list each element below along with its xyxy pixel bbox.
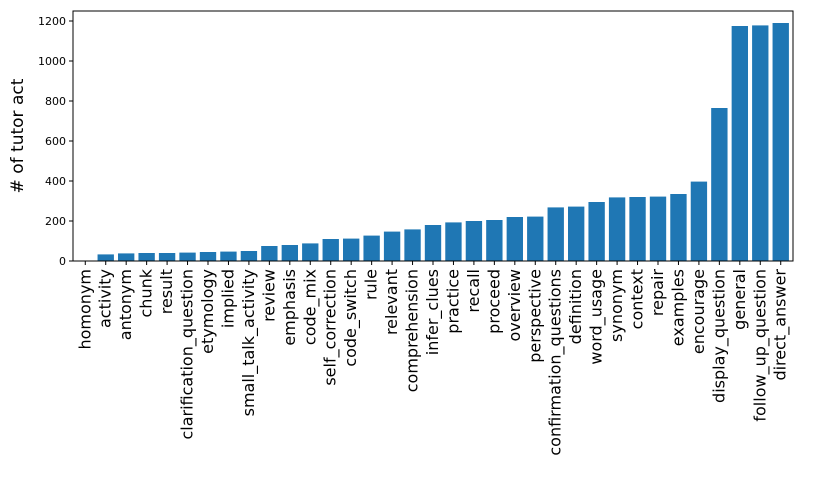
bar-context — [629, 197, 645, 261]
x-tick-label: context — [628, 269, 647, 329]
bar-self_correction — [323, 239, 339, 261]
y-tick-label: 1200 — [38, 15, 66, 28]
y-axis: 0 200 400 600 800 1000 1200 — [38, 15, 73, 268]
bar-follow_up_question — [752, 25, 768, 261]
x-tick-label: review — [259, 269, 278, 322]
x-tick-label: perspective — [525, 269, 544, 363]
bar-confirmation_questions — [548, 207, 564, 261]
x-tick-label: result — [157, 269, 176, 314]
bar-code_mix — [302, 243, 318, 261]
x-tick-label: code_mix — [300, 269, 320, 345]
y-axis-label: # of tutor act — [8, 78, 28, 193]
x-tick-label: general — [730, 269, 749, 330]
x-tick-label: rule — [362, 269, 381, 300]
y-tick-label: 1000 — [38, 55, 66, 68]
bar-repair — [650, 197, 666, 261]
bar-rule — [363, 236, 379, 261]
x-tick-label: relevant — [382, 269, 401, 335]
bar-overview — [507, 217, 523, 261]
bar-definition — [568, 207, 584, 261]
x-tick-label: examples — [668, 269, 687, 346]
x-tick-label: homonym — [75, 269, 94, 350]
x-tick-label: display_question — [709, 269, 729, 403]
bar-antonym — [118, 253, 134, 261]
x-tick-label: word_usage — [587, 269, 607, 365]
x-tick-label: self_correction — [321, 269, 341, 386]
bars — [77, 23, 789, 261]
x-tick-label: synonym — [607, 269, 626, 342]
bar-code_switch — [343, 239, 359, 261]
y-tick-label: 600 — [45, 135, 66, 148]
bar-comprehension — [404, 229, 420, 261]
bar-practice — [445, 222, 461, 261]
bar-word_usage — [588, 202, 604, 261]
bar-recall — [466, 221, 482, 261]
bar-emphasis — [282, 245, 298, 261]
bar-small_talk_activity — [241, 251, 257, 261]
y-tick-label: 400 — [45, 175, 66, 188]
bar-implied — [220, 252, 236, 261]
x-tick-label: code_switch — [341, 269, 361, 367]
bar-examples — [670, 194, 686, 261]
bar-proceed — [486, 220, 502, 261]
x-tick-label: chunk — [137, 268, 156, 317]
x-tick-label: follow_up_question — [750, 269, 770, 422]
x-tick-label: encourage — [689, 269, 708, 354]
x-tick-label: antonym — [116, 269, 135, 340]
bar-etymology — [200, 252, 216, 261]
bar-display_question — [711, 108, 727, 261]
x-tick-label: comprehension — [403, 269, 422, 392]
x-tick-label: overview — [505, 269, 524, 342]
bar-infer_clues — [425, 225, 441, 261]
bar-clarification_question — [179, 253, 195, 261]
x-tick-label: emphasis — [280, 269, 299, 346]
x-tick-label: implied — [218, 269, 237, 328]
bar-perspective — [527, 217, 543, 261]
bar-chunk — [138, 253, 154, 261]
x-tick-label: confirmation_questions — [546, 269, 566, 456]
bar-review — [261, 246, 277, 261]
x-tick-label: repair — [648, 269, 667, 316]
bar-result — [159, 253, 175, 261]
bar-encourage — [691, 182, 707, 261]
bar-relevant — [384, 232, 400, 261]
bar-general — [732, 26, 748, 261]
y-tick-label: 800 — [45, 95, 66, 108]
x-tick-label: recall — [464, 269, 483, 313]
x-tick-label: proceed — [484, 269, 503, 334]
x-tick-label: infer_clues — [423, 269, 443, 355]
x-tick-label: definition — [566, 269, 585, 344]
bar-direct_answer — [773, 23, 789, 261]
bar-synonym — [609, 197, 625, 261]
y-tick-label: 200 — [45, 215, 66, 228]
x-tick-label: practice — [443, 269, 462, 334]
x-tick-label: direct_answer — [771, 269, 791, 381]
y-tick-label: 0 — [59, 255, 66, 268]
x-tick-label: small_talk_activity — [239, 269, 259, 416]
x-tick-label: activity — [96, 269, 115, 328]
x-tick-label: etymology — [198, 269, 217, 354]
x-tick-label: clarification_question — [178, 269, 198, 440]
bar-activity — [98, 254, 114, 261]
